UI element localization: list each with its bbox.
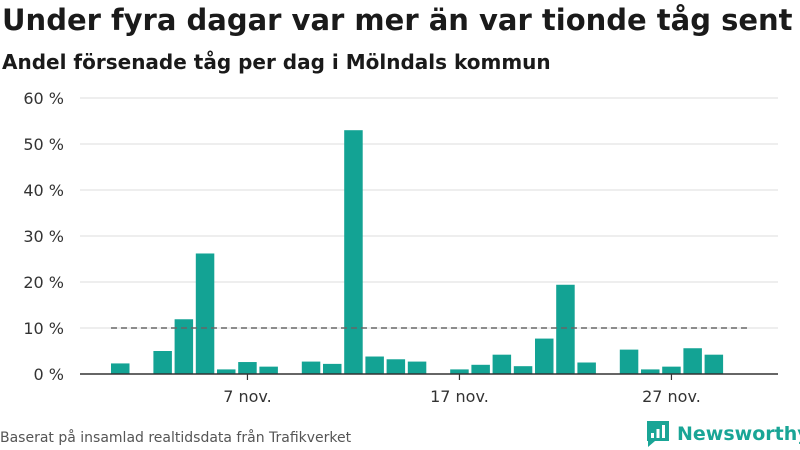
source-note: Baserat på insamlad realtidsdata från Tr… xyxy=(0,430,352,446)
bar xyxy=(471,364,490,374)
bar xyxy=(195,253,215,374)
bars xyxy=(111,130,724,374)
newsworthy-logo-icon xyxy=(647,421,669,447)
bar xyxy=(641,369,660,374)
bar xyxy=(259,366,278,374)
bar xyxy=(111,363,130,374)
bar xyxy=(662,366,681,374)
y-axis-ticks: 0 % 10 % 20 % 30 % 40 % 50 % 60 % xyxy=(23,89,64,384)
y-tick-label: 20 % xyxy=(23,273,64,292)
x-tick-label: 17 nov. xyxy=(430,387,489,406)
x-tick-label: 7 nov. xyxy=(223,387,272,406)
bar xyxy=(217,369,236,374)
bar xyxy=(344,130,363,374)
y-tick-label: 60 % xyxy=(23,89,64,108)
bar xyxy=(153,351,172,374)
brand-logo[interactable]: Newsworthy xyxy=(645,420,800,448)
y-tick-label: 0 % xyxy=(34,365,64,384)
x-axis: 7 nov. 17 nov. 27 nov. xyxy=(80,373,778,406)
bar xyxy=(386,359,406,374)
bar xyxy=(407,361,427,374)
chart-title: Under fyra dagar var mer än var tionde t… xyxy=(2,3,793,37)
bar xyxy=(174,319,194,374)
x-tick-label: 27 nov. xyxy=(642,387,701,406)
bar xyxy=(238,362,257,374)
bar xyxy=(365,356,384,374)
y-tick-label: 50 % xyxy=(23,135,64,154)
y-tick-label: 40 % xyxy=(23,181,64,200)
chart-subtitle: Andel försenade tåg per dag i Mölndals k… xyxy=(2,50,551,74)
bar xyxy=(323,363,342,374)
bar xyxy=(577,362,596,374)
bar xyxy=(492,354,512,374)
bar xyxy=(704,354,724,374)
bar-chart: 0 % 10 % 20 % 30 % 40 % 50 % 60 % 7 nov. 17 nov… xyxy=(23,89,778,406)
grid-lines xyxy=(80,97,778,329)
y-tick-label: 10 % xyxy=(23,319,64,338)
bar xyxy=(619,349,639,374)
bar xyxy=(513,366,533,374)
bar xyxy=(683,348,702,374)
bar xyxy=(301,361,321,374)
y-tick-label: 30 % xyxy=(23,227,64,246)
bar xyxy=(556,284,575,374)
brand-name: Newsworthy xyxy=(677,423,800,445)
bar xyxy=(535,338,554,374)
bar xyxy=(450,369,469,374)
